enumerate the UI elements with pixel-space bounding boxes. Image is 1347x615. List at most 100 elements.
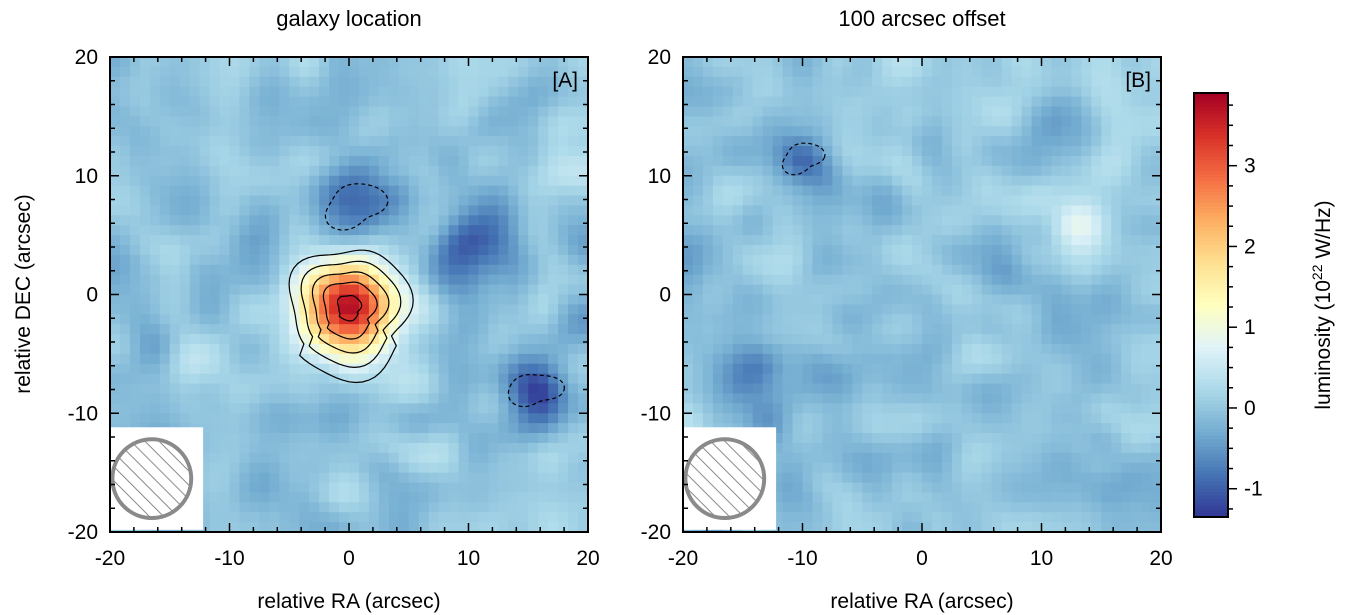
panel-b-pixel xyxy=(772,492,784,503)
panel-a-pixel xyxy=(528,304,539,315)
panel-b-pixel xyxy=(991,304,1003,315)
panel-b-pixel xyxy=(912,314,923,325)
panel-a-pixel xyxy=(119,274,131,286)
panel-b-pixel xyxy=(712,393,724,404)
panel-a-pixel xyxy=(110,324,121,335)
panel-b-pixel xyxy=(782,363,794,375)
panel-a-pixel xyxy=(498,294,509,305)
panel-a-pixel xyxy=(418,334,430,345)
panel-a-pixel xyxy=(299,472,310,484)
panel-a-pixel xyxy=(239,136,251,147)
colorbar-step xyxy=(1194,428,1228,433)
panel-a-pixel xyxy=(418,522,430,532)
panel-b-pixel xyxy=(1151,393,1161,404)
panel-a-pixel xyxy=(538,482,549,494)
panel-a-pixel xyxy=(159,274,171,286)
panel-b-pixel xyxy=(1071,304,1082,315)
panel-b-pixel xyxy=(862,413,873,424)
panel-a-pixel xyxy=(368,146,380,157)
panel-b-pixel xyxy=(902,502,913,513)
panel-b-pixel xyxy=(1031,106,1043,117)
panel-a-pixel xyxy=(518,175,529,187)
panel-a-pixel xyxy=(408,215,420,226)
panel-b-pixel xyxy=(1101,403,1112,414)
panel-b-pixel xyxy=(782,442,794,454)
panel-a-pixel xyxy=(339,116,350,127)
panel-a-pixel xyxy=(159,195,171,207)
panel-b-pixel xyxy=(842,393,853,404)
panel-a-pixel xyxy=(568,353,579,365)
colorbar-step xyxy=(1194,449,1228,454)
panel-a-pixel xyxy=(309,482,320,494)
panel-a-pixel xyxy=(468,452,480,464)
panel-b-pixel xyxy=(822,462,833,474)
panel-b-pixel xyxy=(852,86,863,98)
panel-b-pixel xyxy=(1041,452,1053,464)
panel-b-pixel xyxy=(1071,373,1082,385)
panel-a-pixel xyxy=(329,146,340,157)
panel-b-pixel xyxy=(991,353,1003,365)
panel-a-pixel xyxy=(229,343,241,355)
panel-a-pixel xyxy=(349,472,360,484)
panel-b-pixel xyxy=(683,215,694,226)
panel-a-pixel xyxy=(498,76,509,88)
panel-b-pixel xyxy=(902,304,913,315)
panel-a-pixel xyxy=(518,155,529,167)
panel-b-pixel xyxy=(852,413,863,424)
panel-b-pixel xyxy=(971,235,983,246)
panel-a-pixel xyxy=(129,294,141,305)
panel-b-pixel xyxy=(732,373,744,385)
panel-b-pixel xyxy=(1111,76,1122,88)
panel-b-pixel xyxy=(1021,155,1033,167)
panel-a-pixel xyxy=(339,433,350,444)
panel-a-pixel xyxy=(508,413,519,424)
panel-a-pixel xyxy=(538,57,549,68)
panel-a-pixel xyxy=(309,304,320,315)
colorbar-step xyxy=(1194,439,1228,444)
panel-b-pixel xyxy=(882,452,893,464)
panel-b-pixel xyxy=(1151,215,1161,226)
panel-b-pixel xyxy=(892,403,903,414)
panel-b-pixel xyxy=(1131,294,1142,305)
panel-b-pixel xyxy=(812,353,824,365)
panel-a-pixel xyxy=(418,274,430,286)
panel-b-pixel xyxy=(852,274,863,286)
panel-b-pixel xyxy=(991,284,1003,296)
panel-b-pixel xyxy=(712,165,724,177)
panel-b-pixel xyxy=(991,86,1003,98)
panel-b-pixel xyxy=(991,343,1003,355)
panel-b-pixel xyxy=(812,86,824,98)
panel-a-pixel xyxy=(438,512,450,523)
panel-a-ytick-label: -20 xyxy=(68,521,98,544)
panel-b-pixel xyxy=(1121,512,1132,523)
panel-b-pixel xyxy=(862,66,873,78)
panel-a-pixel xyxy=(229,66,241,78)
panel-b-pixel xyxy=(842,334,853,345)
panel-b-pixel xyxy=(822,383,833,395)
panel-a-pixel xyxy=(159,86,171,98)
panel-a-pixel xyxy=(448,254,460,266)
panel-b-pixel xyxy=(971,96,983,108)
panel-b-pixel xyxy=(941,294,953,305)
panel-b-pixel xyxy=(842,245,853,256)
panel-b-pixel xyxy=(931,324,943,335)
panel-b-pixel xyxy=(1151,334,1161,345)
panel-b-pixel xyxy=(1141,334,1152,345)
panel-a-pixel xyxy=(219,86,231,98)
panel-b-pixel xyxy=(802,195,814,207)
panel-a-pixel xyxy=(378,136,390,147)
panel-a-pixel xyxy=(179,353,191,365)
panel-b-pixel xyxy=(812,264,824,276)
colorbar-step xyxy=(1194,266,1228,271)
panel-b-pixel xyxy=(1051,106,1063,117)
panel-b-pixel xyxy=(1121,86,1132,98)
panel-a-pixel xyxy=(568,76,579,88)
panel-a-pixel xyxy=(119,383,131,395)
panel-a-pixel xyxy=(339,106,350,117)
panel-b-pixel xyxy=(1061,502,1072,513)
panel-b-pixel xyxy=(991,225,1003,236)
panel-b-pixel xyxy=(862,126,873,137)
panel-b-pixel xyxy=(882,155,893,167)
panel-b-pixel xyxy=(1051,304,1063,315)
panel-a-pixel xyxy=(498,502,509,513)
